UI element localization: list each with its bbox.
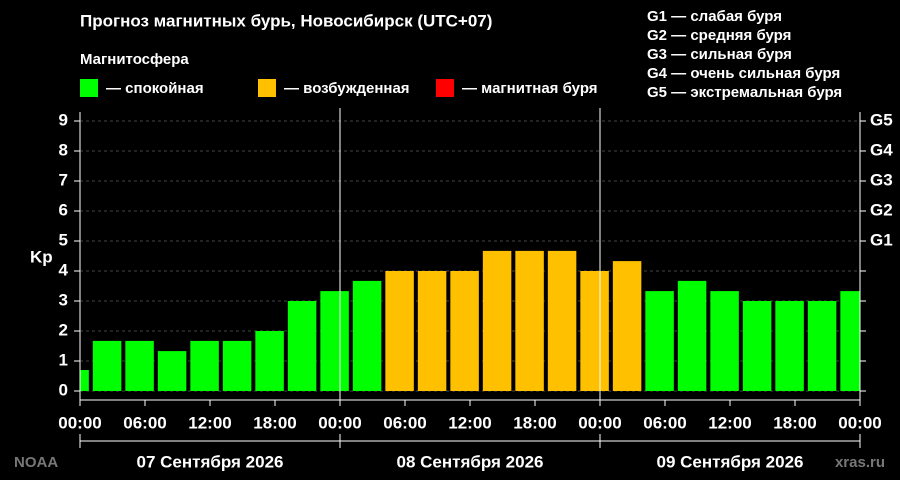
day-label: 07 Сентября 2026 — [137, 452, 284, 471]
x-tick-label: 06:00 — [123, 413, 166, 432]
y-tick-label: 7 — [59, 170, 68, 189]
bar — [645, 291, 674, 391]
bar — [482, 250, 512, 391]
bar — [515, 250, 544, 391]
g-legend-item: G5 — экстремальная буря — [647, 84, 842, 101]
g-legend-item: G3 — сильная буря — [647, 46, 792, 63]
bar — [450, 271, 479, 391]
bar — [840, 291, 860, 391]
bar — [677, 280, 707, 391]
x-tick-label: 18:00 — [773, 413, 816, 432]
x-tick-label: 18:00 — [513, 413, 556, 432]
legend-title: Магнитосфера — [80, 51, 189, 68]
source-right: xras.ru — [835, 454, 885, 471]
bar — [775, 301, 804, 391]
y-tick-label: 5 — [59, 230, 68, 249]
bar — [255, 331, 284, 391]
bar — [320, 291, 349, 391]
legend-swatch — [80, 79, 98, 97]
legend-label: — возбужденная — [284, 80, 410, 97]
x-tick-label: 18:00 — [253, 413, 296, 432]
y-tick-label: 2 — [59, 320, 68, 339]
source-left: NOAA — [14, 454, 58, 471]
x-tick-label: 12:00 — [188, 413, 231, 432]
x-tick-label: 12:00 — [708, 413, 751, 432]
legend-label: — магнитная буря — [462, 80, 598, 97]
y2-tick-label: G5 — [870, 110, 893, 129]
bar — [222, 340, 252, 391]
bar — [807, 301, 837, 391]
y-tick-label: 6 — [59, 200, 68, 219]
y-tick-label: 8 — [59, 140, 68, 159]
x-tick-label: 00:00 — [838, 413, 881, 432]
bar — [385, 271, 414, 391]
bar — [547, 250, 577, 391]
y-tick-label: 9 — [59, 110, 68, 129]
y-axis-label: Kp — [30, 247, 53, 266]
y-tick-label: 3 — [59, 290, 68, 309]
legend-swatch — [258, 79, 276, 97]
bar — [92, 340, 122, 391]
y2-tick-label: G4 — [870, 140, 893, 159]
y2-tick-label: G2 — [870, 200, 893, 219]
x-tick-label: 12:00 — [448, 413, 491, 432]
bar — [157, 351, 187, 391]
bar — [612, 261, 642, 391]
g-legend-item: G4 — очень сильная буря — [647, 65, 840, 82]
bar — [742, 301, 772, 391]
bars — [80, 250, 860, 391]
bar — [190, 340, 219, 391]
y2-tick-label: G3 — [870, 170, 893, 189]
legend-swatch — [436, 79, 454, 97]
bar — [580, 271, 609, 391]
bar — [710, 291, 739, 391]
legend-label: — спокойная — [106, 80, 204, 97]
x-tick-label: 06:00 — [383, 413, 426, 432]
y-tick-label: 4 — [59, 260, 69, 279]
g-legend-item: G1 — слабая буря — [647, 8, 782, 25]
bar — [352, 280, 382, 391]
bar — [287, 301, 317, 391]
bar — [125, 340, 154, 391]
x-tick-label: 00:00 — [58, 413, 101, 432]
bar — [417, 271, 447, 391]
x-tick-label: 06:00 — [643, 413, 686, 432]
x-tick-label: 00:00 — [578, 413, 621, 432]
g-legend-item: G2 — средняя буря — [647, 27, 791, 44]
day-label: 09 Сентября 2026 — [657, 452, 804, 471]
y-tick-label: 0 — [59, 380, 68, 399]
day-label: 08 Сентября 2026 — [397, 452, 544, 471]
y2-tick-label: G1 — [870, 230, 893, 249]
y-tick-label: 1 — [59, 350, 68, 369]
chart-title: Прогноз магнитных бурь, Новосибирск (UTC… — [80, 11, 492, 30]
bar — [80, 370, 89, 391]
x-tick-label: 00:00 — [318, 413, 361, 432]
